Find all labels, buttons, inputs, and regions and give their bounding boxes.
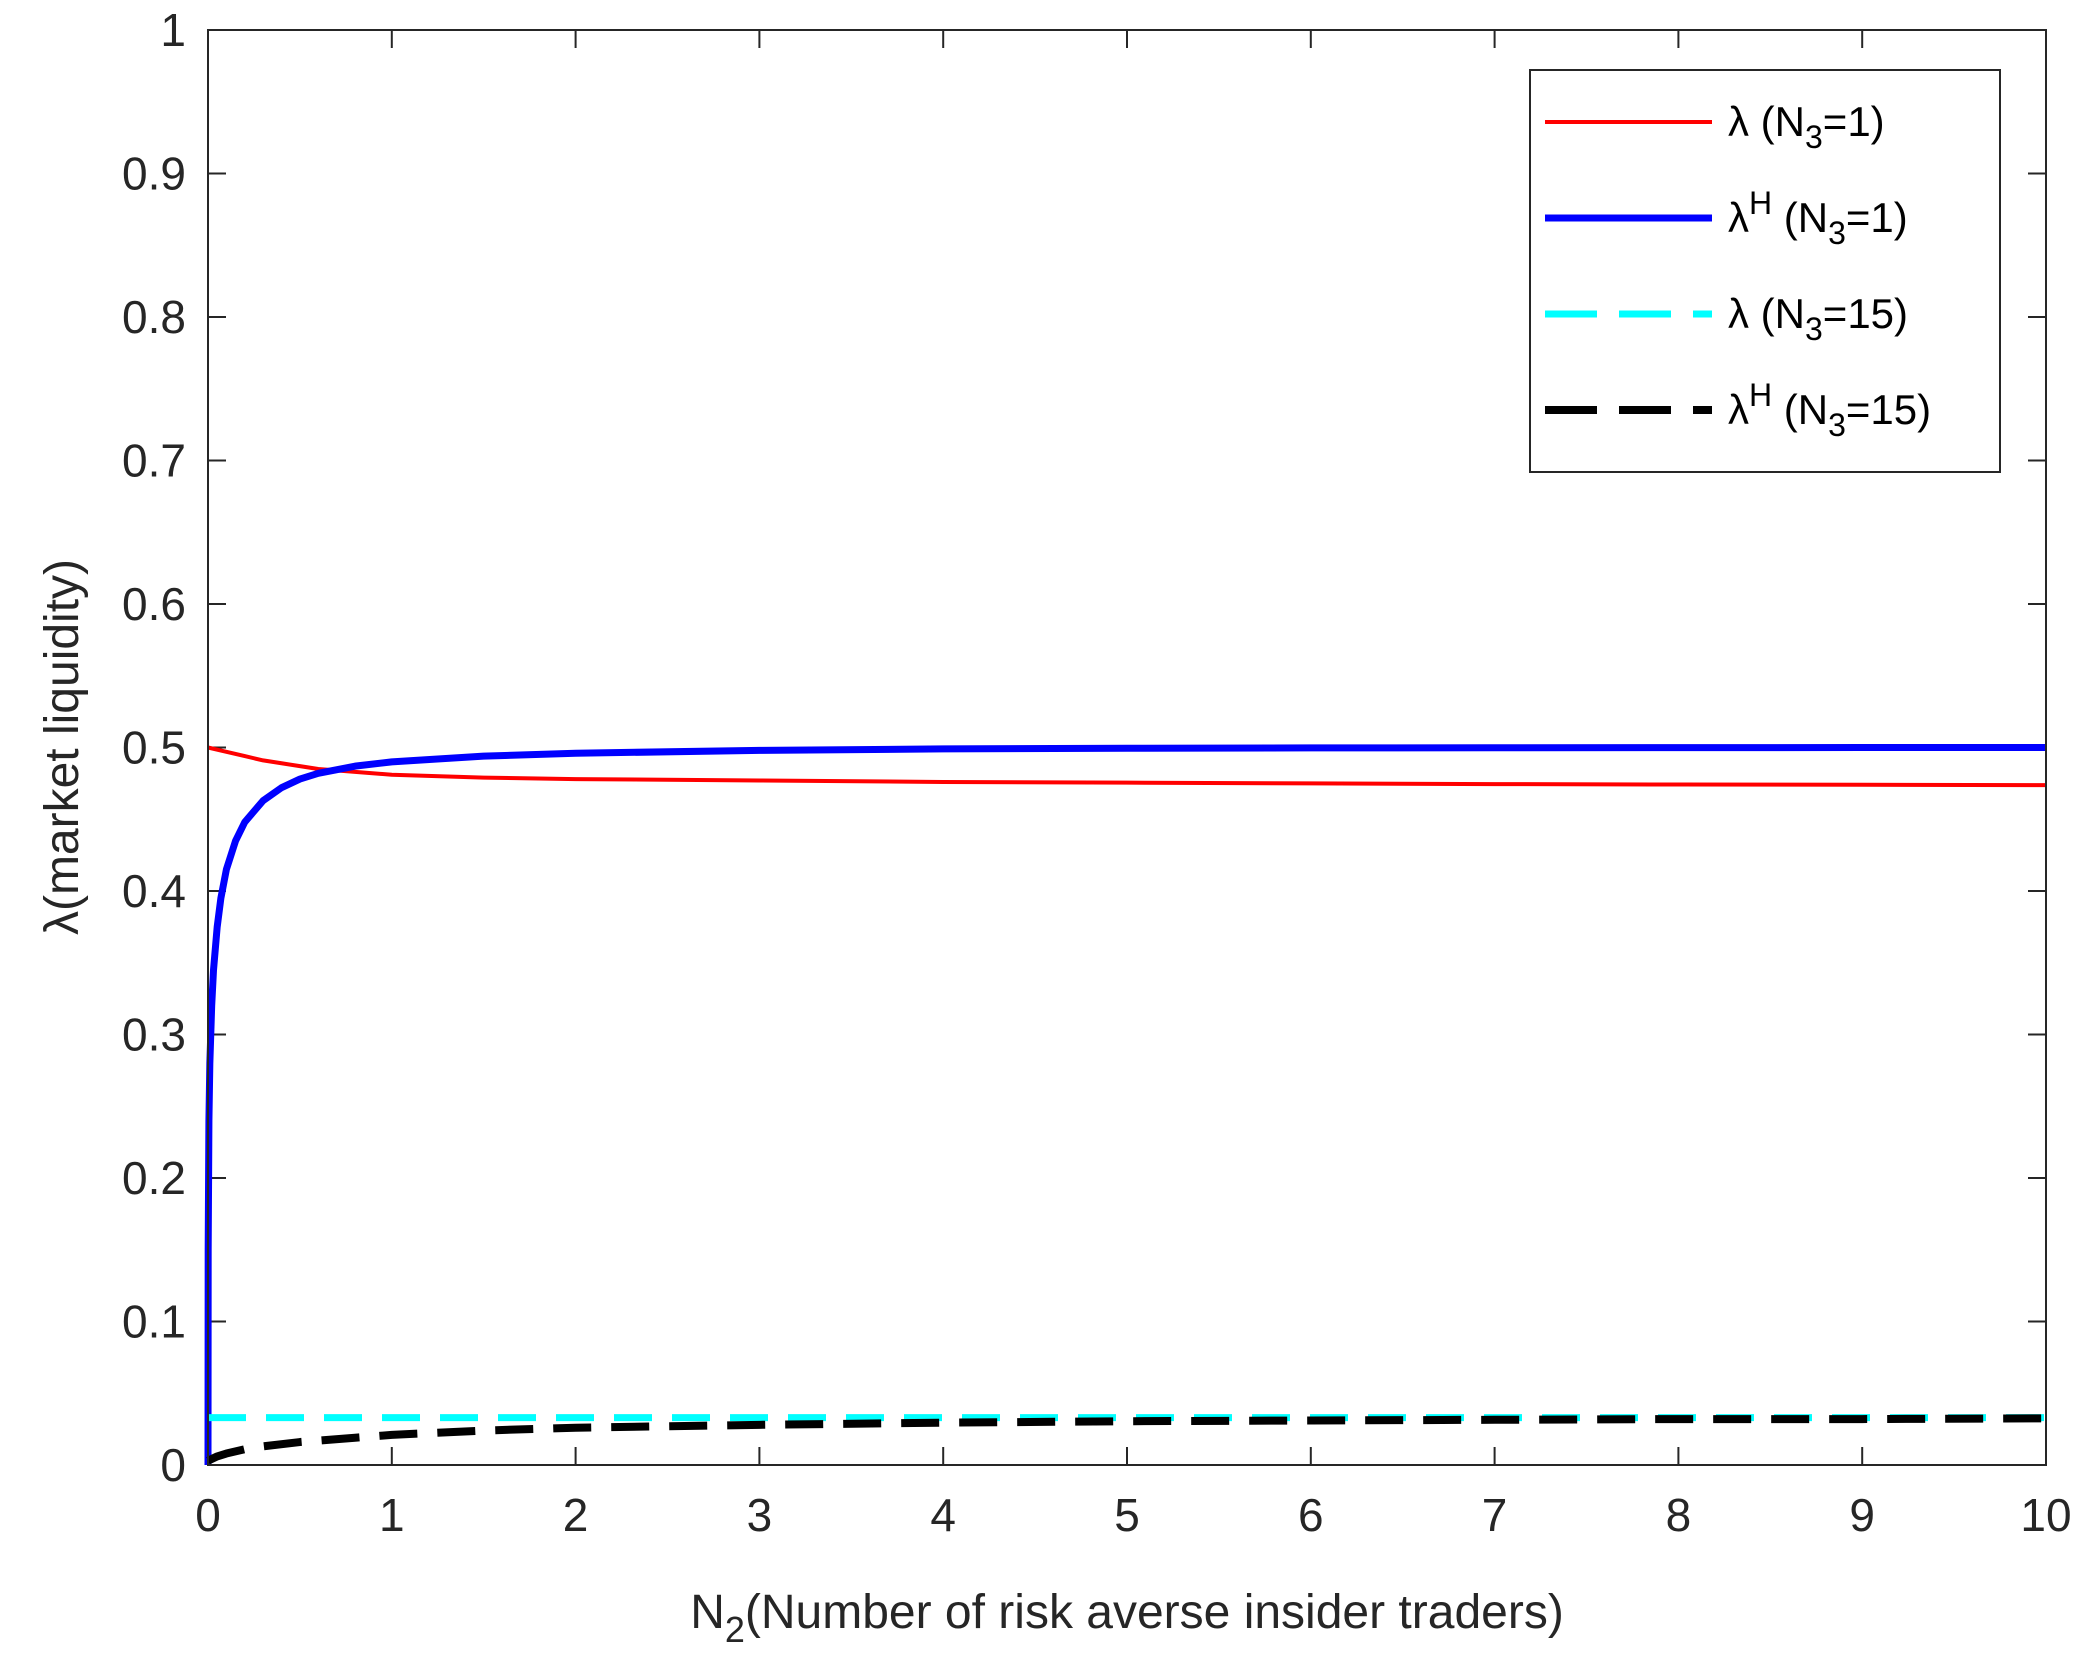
x-tick-label: 1 <box>379 1489 405 1541</box>
legend-label-2: λH (N3=1) <box>1728 185 1908 251</box>
legend-pre: (N <box>1749 98 1805 145</box>
legend-base: λ <box>1728 98 1749 145</box>
legend-pre: (N <box>1772 386 1828 433</box>
series-line-2 <box>204 744 2046 1466</box>
legend-post: =1) <box>1823 98 1885 145</box>
x-tick-label: 3 <box>747 1489 773 1541</box>
y-tick-label: 0.4 <box>122 865 186 917</box>
plot-frame <box>207 29 2047 1466</box>
y-tick-label: 0.6 <box>122 578 186 630</box>
legend-sub: 3 <box>1805 311 1823 347</box>
x-axis-label-sub: 2 <box>725 1609 745 1650</box>
y-tick-label: 1 <box>160 4 186 56</box>
series-layer <box>204 744 2047 1466</box>
x-tick-label: 5 <box>1114 1489 1140 1541</box>
legend-base: λ <box>1728 194 1749 241</box>
legend-label-3: λ (N3=15) <box>1728 290 1908 347</box>
tick-labels: 0 1 2 3 4 5 6 7 8 9 10 0 0.1 0.2 0.3 0.4 0.5 0.6 0.7 0.8 0.9… <box>122 4 2072 1541</box>
x-axis-label-main: N <box>690 1586 725 1639</box>
legend-sup: H <box>1749 185 1772 221</box>
legend-base: λ <box>1728 290 1749 337</box>
x-tick-label: 0 <box>195 1489 221 1541</box>
legend-post: =15) <box>1846 386 1931 433</box>
legend-base: λ <box>1728 386 1749 433</box>
y-tick-label: 0.3 <box>122 1009 186 1061</box>
legend-post: =1) <box>1846 194 1908 241</box>
series-line-1 <box>207 745 2047 788</box>
x-tick-label: 4 <box>930 1489 956 1541</box>
series-line-4 <box>206 1414 2047 1465</box>
x-axis-label: N2(Number of risk averse insider traders… <box>690 1586 1564 1650</box>
x-tick-label: 8 <box>1666 1489 1692 1541</box>
y-tick-label: 0.1 <box>122 1296 186 1348</box>
legend-sub: 3 <box>1828 215 1846 251</box>
legend: λ (N3=1)λH (N3=1)λ (N3=15)λH (N3=15) <box>1529 69 2001 473</box>
x-tick-label: 6 <box>1298 1489 1324 1541</box>
x-tick-label: 2 <box>563 1489 589 1541</box>
y-axis-label: λ(market liquidity) <box>36 559 89 935</box>
legend-pre: (N <box>1772 194 1828 241</box>
legend-label-4: λH (N3=15) <box>1728 377 1931 443</box>
y-tick-label: 0 <box>160 1439 186 1491</box>
legend-post: =15) <box>1823 290 1908 337</box>
y-tick-label: 0.2 <box>122 1152 186 1204</box>
legend-sub: 3 <box>1828 407 1846 443</box>
legend-pre: (N <box>1749 290 1805 337</box>
legend-sub: 3 <box>1805 119 1823 155</box>
y-tick-label: 0.7 <box>122 435 186 487</box>
y-tick-label: 0.9 <box>122 148 186 200</box>
y-tick-label: 0.5 <box>122 722 186 774</box>
x-tick-label: 10 <box>2020 1489 2071 1541</box>
y-tick-label: 0.8 <box>122 291 186 343</box>
x-axis-label-rest: (Number of risk averse insider traders) <box>745 1586 1564 1639</box>
legend-box <box>1529 69 2001 473</box>
x-tick-label: 9 <box>1849 1489 1875 1541</box>
legend-label-1: λ (N3=1) <box>1728 98 1885 155</box>
x-tick-label: 7 <box>1482 1489 1508 1541</box>
legend-sup: H <box>1749 377 1772 413</box>
